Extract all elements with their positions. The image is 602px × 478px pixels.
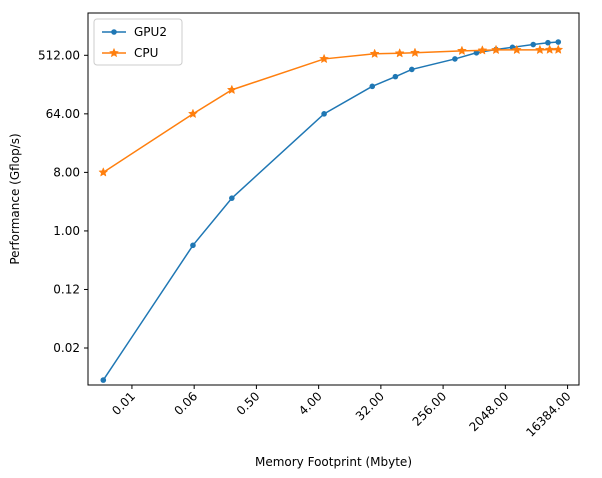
data-point-gpu2 <box>409 66 415 73</box>
data-point-gpu2 <box>530 41 537 48</box>
y-tick-label: 512.00 <box>38 48 80 62</box>
data-point-gpu2 <box>100 377 107 383</box>
legend-marker-cpu <box>109 47 119 58</box>
axes: 0.01 0.06 0.50 4.00 32.00 256.00 2048.00 16384.… <box>38 12 580 440</box>
legend-label-cpu: CPU <box>134 46 158 60</box>
data-point-gpu2 <box>190 242 196 249</box>
series-line-cpu <box>102 48 559 174</box>
data-point-cpu <box>369 48 380 59</box>
data-point-gpu2 <box>452 56 458 62</box>
data-point-cpu <box>491 44 502 55</box>
y-axis-title: Performance (Gflop/s) <box>8 133 22 264</box>
data-point-gpu2 <box>229 195 235 201</box>
data-point-gpu2 <box>545 39 551 46</box>
data-point-cpu <box>394 48 405 58</box>
data-point-cpu <box>477 45 488 55</box>
data-point-cpu <box>553 44 564 54</box>
data-point-gpu2 <box>321 111 327 117</box>
data-point-cpu <box>534 44 545 55</box>
x-tick-label: 16384.00 <box>523 389 573 439</box>
x-axis-title: Memory Footprint (Mbyte) <box>255 455 412 469</box>
legend-marker-gpu2 <box>111 29 117 35</box>
data-point-cpu <box>319 53 330 64</box>
series-line-gpu2 <box>102 41 559 381</box>
x-tick-label: 0.06 <box>171 389 200 418</box>
data-point-cpu <box>98 167 109 177</box>
y-tick-label: 1.00 <box>53 224 80 238</box>
y-tick-label: 0.02 <box>53 341 80 355</box>
x-tick-label: 256.00 <box>410 389 450 429</box>
data-point-gpu2 <box>473 49 480 56</box>
data-point-gpu2 <box>369 83 376 90</box>
data-point-cpu <box>544 44 555 54</box>
series-cpu <box>98 44 564 177</box>
x-tick-label: 4.00 <box>296 389 325 418</box>
legend: GPU2 CPU <box>93 18 183 66</box>
data-point-cpu <box>187 108 198 119</box>
data-point-cpu <box>456 45 467 56</box>
x-tick-label: 2048.00 <box>466 389 511 434</box>
data-point-cpu <box>409 47 420 58</box>
data-point-cpu <box>226 84 237 95</box>
y-tick-label: 64.00 <box>46 107 80 121</box>
y-tick-label: 8.00 <box>53 165 80 179</box>
series-layer <box>98 39 564 383</box>
data-point-gpu2 <box>555 39 562 45</box>
legend-label-gpu2: GPU2 <box>134 25 167 39</box>
series-gpu2 <box>100 39 562 383</box>
y-tick-label: 0.12 <box>53 282 80 296</box>
data-point-cpu <box>511 44 522 55</box>
x-tick-label: 0.50 <box>234 389 263 418</box>
x-tick-label: 32.00 <box>353 389 387 423</box>
plot-frame <box>87 12 580 386</box>
x-tick-label: 0.01 <box>109 389 138 418</box>
data-point-gpu2 <box>392 73 399 80</box>
